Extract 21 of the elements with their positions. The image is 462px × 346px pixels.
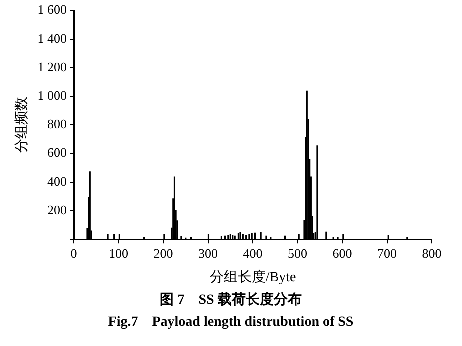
y-tick-label: 1 600 <box>38 2 68 18</box>
x-tick-label: 200 <box>154 246 174 261</box>
x-tick-label: 600 <box>332 246 352 261</box>
x-axis-title: 分组长度/Byte <box>210 269 296 286</box>
y-tick-label: 800 <box>48 116 68 132</box>
y-tick-label: 1 200 <box>38 59 68 74</box>
x-tick-label: 100 <box>109 246 129 261</box>
y-tick-label: 1 000 <box>38 88 68 104</box>
caption: Fig.7 Payload length distrubution of SS <box>107 314 355 332</box>
x-tick-label: 400 <box>243 246 263 261</box>
x-tick-label: 300 <box>198 246 218 261</box>
y-tick-label: 200 <box>48 202 68 218</box>
y-tick-label: 400 <box>48 174 68 189</box>
y-axis-title: 分组频数 <box>14 97 30 154</box>
x-tick-label: 700 <box>378 246 398 261</box>
x-tick-label: 500 <box>288 246 308 261</box>
x-tick-label: 800 <box>422 246 442 261</box>
caption: 图 7 SS 载荷长度分布 <box>159 290 303 310</box>
x-tick-label: 0 <box>70 246 78 261</box>
y-tick-label: 1 400 <box>38 30 68 46</box>
y-tick-label: 600 <box>48 145 68 160</box>
